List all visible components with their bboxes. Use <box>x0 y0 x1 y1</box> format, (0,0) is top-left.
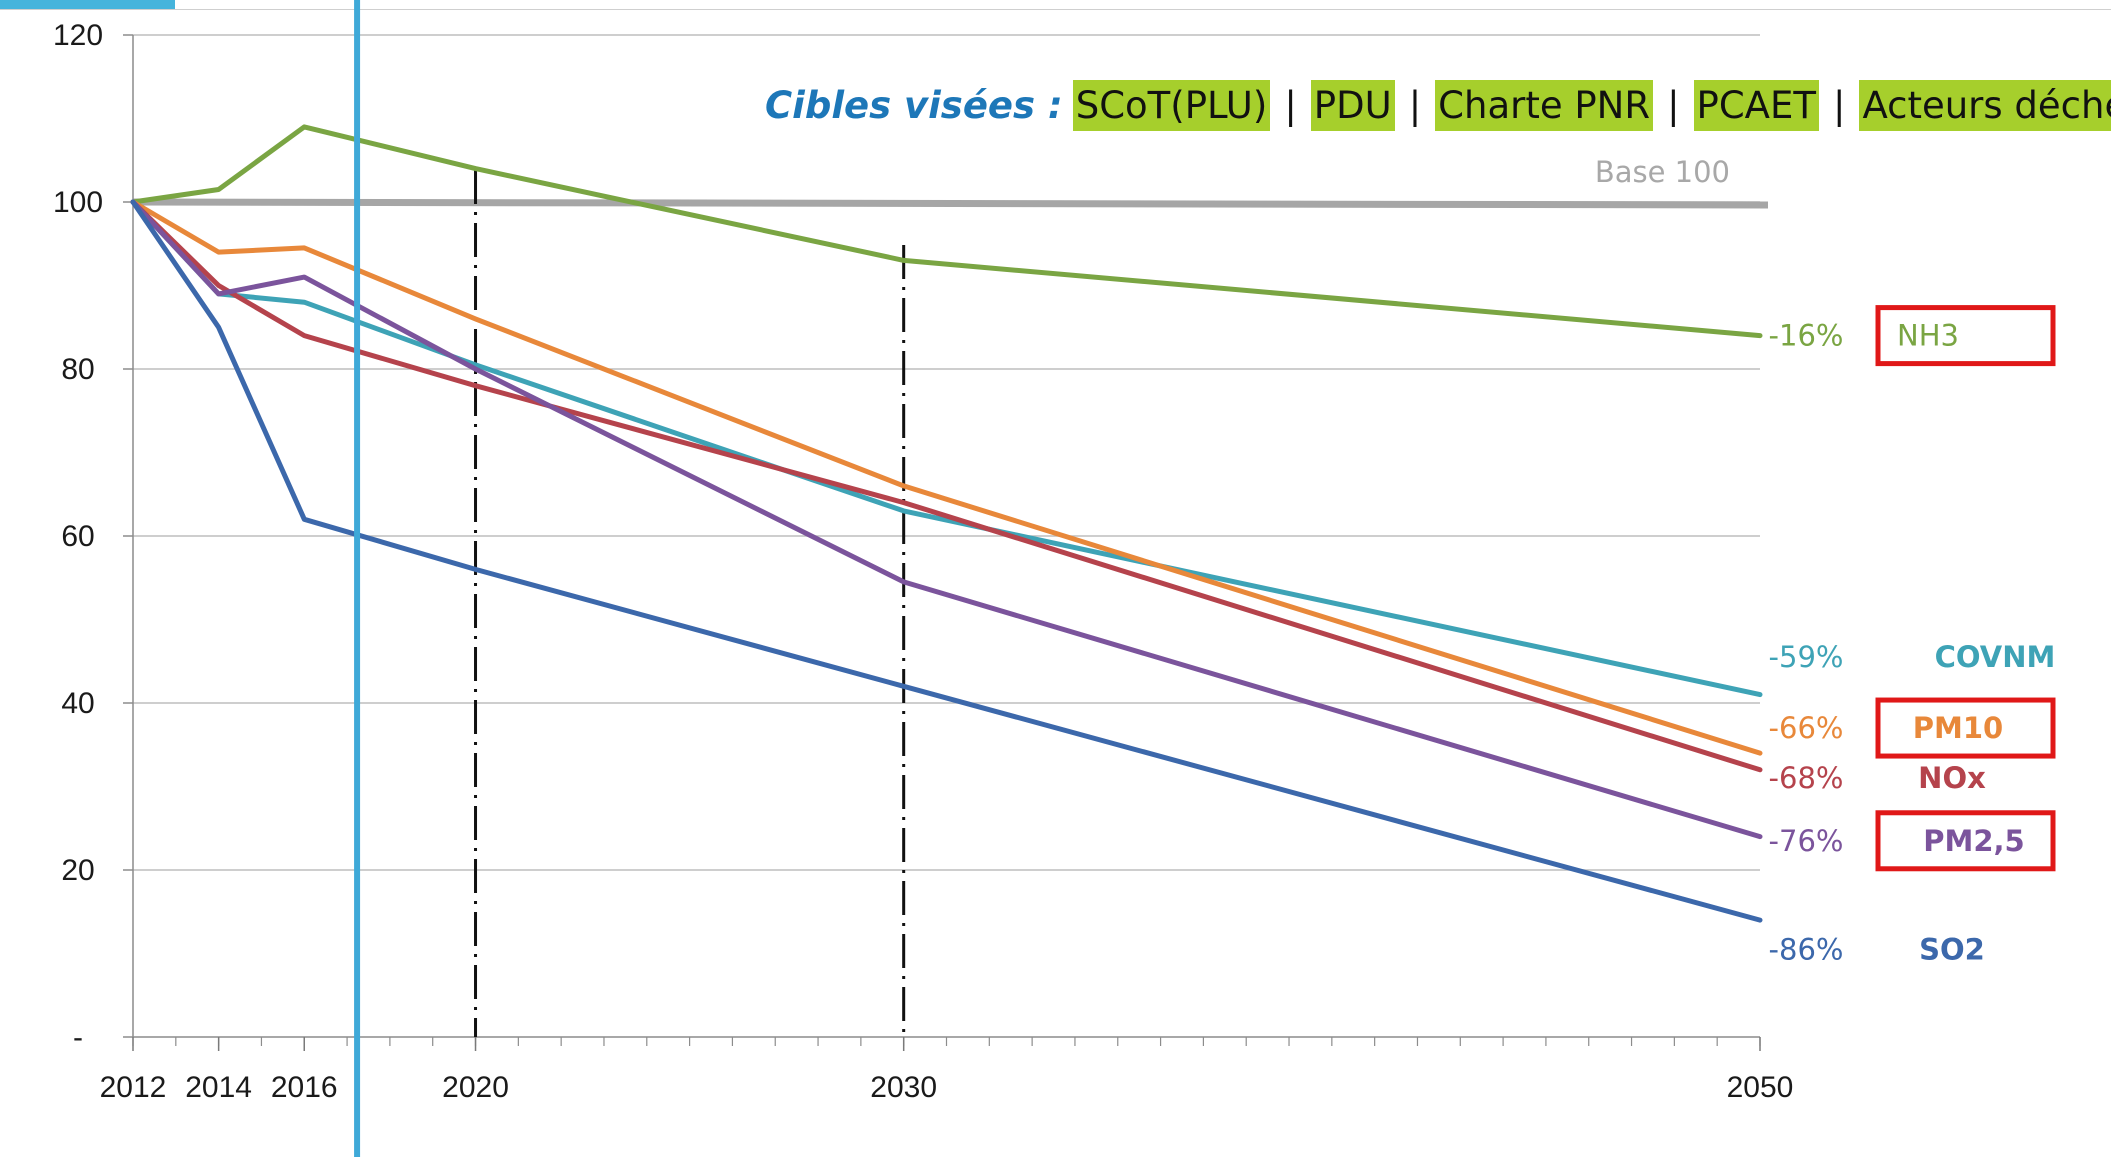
x-tick-label: 2012 <box>100 1071 167 1104</box>
milestone-lines <box>474 170 906 1037</box>
target-separator: | <box>1667 83 1680 127</box>
x-tick-label: 2020 <box>442 1071 509 1104</box>
change-label-pm2-5: -76% <box>1769 824 1844 858</box>
y-tick-label: 120 <box>53 19 103 52</box>
y-tick-label: - <box>73 1021 83 1054</box>
series-name-nh3: NH3 <box>1897 319 1959 353</box>
series-lines <box>130 124 1763 923</box>
target-separator: | <box>1408 83 1422 127</box>
x-tick-label: 2016 <box>271 1071 338 1104</box>
target-chip-pcaet: PCAET <box>1693 79 1819 131</box>
target-chip-charte-pnr: Charte PNR <box>1435 79 1654 131</box>
highlight-box-nh3 <box>1875 305 2056 367</box>
series-name-so2: SO2 <box>1919 932 1985 966</box>
x-tick-label: 2014 <box>185 1071 252 1104</box>
targets-label: Cibles visées : <box>765 83 1063 127</box>
series-name-nox: NOx <box>1918 761 1986 795</box>
top-bar-accent <box>0 0 175 9</box>
x-tick-label: 2030 <box>870 1071 937 1104</box>
change-label-nh3: -16% <box>1769 319 1844 353</box>
targets-legend: Cibles visées : SCoT(PLU) | PDU | Charte… <box>765 78 2111 132</box>
base-100-line <box>132 198 1769 209</box>
change-label-nox: -68% <box>1769 761 1844 795</box>
series-end-labels: -16% NH3 -59% COVNM -66% PM10 -68% NOx -76% PM2,5… <box>1769 305 2056 966</box>
gridlines: Base 100 <box>132 34 1769 871</box>
series-name-pm2-5: PM2,5 <box>1923 824 2025 858</box>
target-chip-acteurs-dechets: Acteurs déchets <box>1859 79 2111 131</box>
series-name-covnm: COVNM <box>1935 640 2056 674</box>
target-chip-pdu: PDU <box>1310 79 1395 131</box>
base-100-label: Base 100 <box>1595 155 1730 189</box>
target-separator: | <box>1284 83 1297 127</box>
series-line-nox <box>130 199 1763 773</box>
change-label-pm10: -66% <box>1769 711 1844 745</box>
series-line-so2 <box>130 199 1763 923</box>
y-tick-label: 20 <box>61 854 94 887</box>
axes: - 20 40 60 80 100 120 2012 2014 2016 2020 2030 2050 <box>53 19 1793 1104</box>
change-label-so2: -86% <box>1769 932 1844 966</box>
top-bar <box>0 0 2111 10</box>
y-tick-label: 80 <box>61 353 94 386</box>
target-separator: | <box>1832 83 1846 127</box>
y-tick-label: 60 <box>61 520 94 553</box>
series-line-pm10 <box>130 199 1763 756</box>
x-tick-label: 2050 <box>1727 1071 1794 1104</box>
y-tick-label: 40 <box>61 687 94 720</box>
series-name-pm10: PM10 <box>1913 711 2003 745</box>
series-line-pm2-5 <box>130 199 1763 840</box>
target-chip-scot: SCoT(PLU) <box>1072 79 1271 131</box>
change-label-covnm: -59% <box>1769 640 1844 674</box>
highlight-box-pm2-5 <box>1875 810 2056 872</box>
series-line-nh3 <box>130 124 1763 339</box>
highlight-box-pm10 <box>1875 697 2056 759</box>
y-tick-label: 100 <box>53 186 103 219</box>
